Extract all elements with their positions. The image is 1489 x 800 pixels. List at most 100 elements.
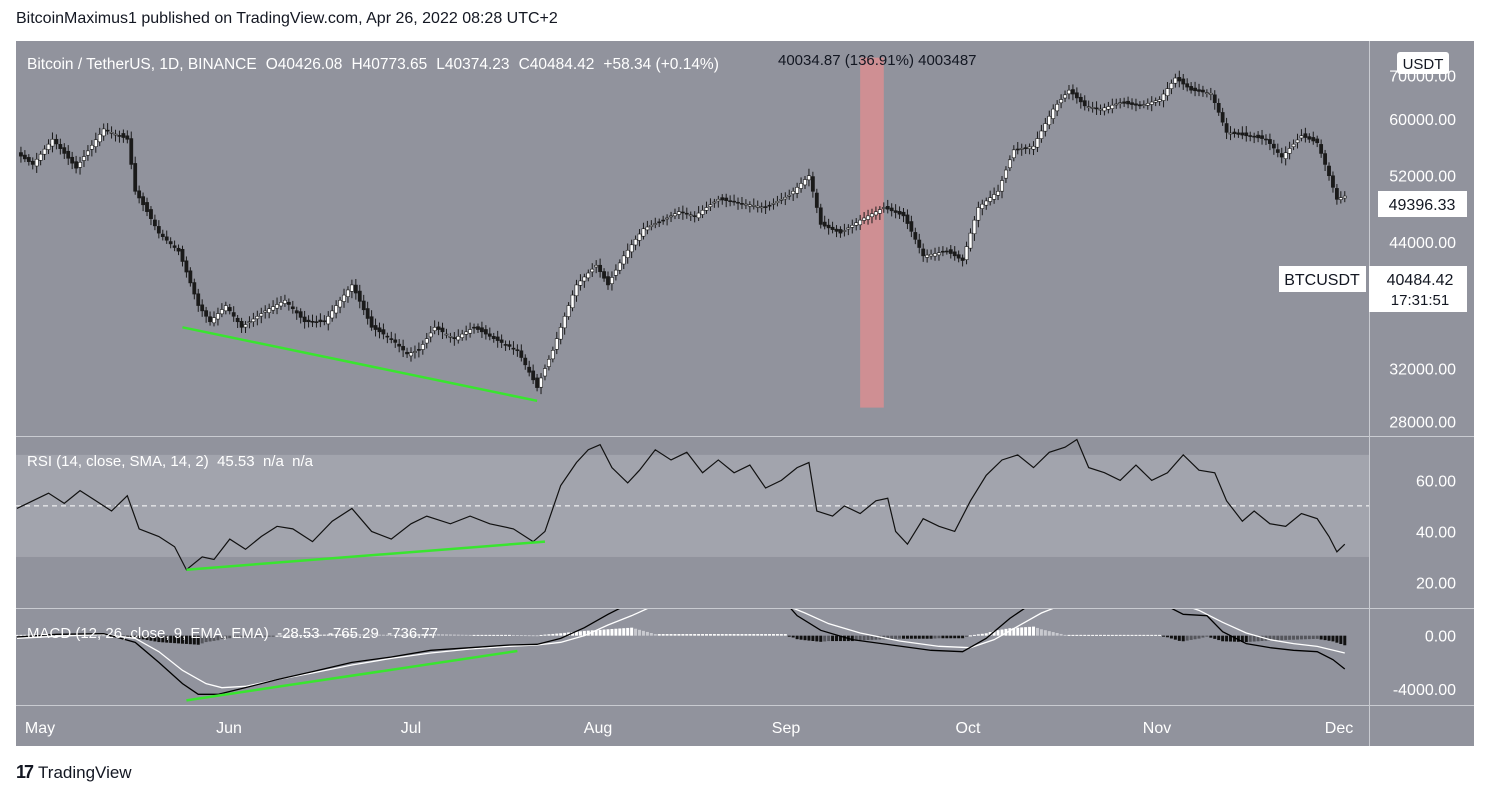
candle-body [74, 161, 79, 169]
candle-body [1303, 133, 1308, 138]
candle [432, 320, 437, 335]
candle-body [905, 214, 910, 224]
candle [1177, 70, 1182, 88]
candle [334, 300, 339, 319]
candle [231, 306, 236, 322]
candle-body [1240, 132, 1245, 136]
candle [1291, 139, 1296, 151]
candle [874, 206, 878, 220]
candle-body [1130, 102, 1134, 105]
candle [1319, 139, 1324, 158]
candle-body [1161, 93, 1166, 101]
candle-body [633, 239, 638, 246]
candle [606, 271, 610, 290]
candle [807, 168, 811, 187]
candle-body [255, 315, 260, 320]
candle [1252, 132, 1257, 144]
candle-body [1185, 83, 1190, 88]
price-axis[interactable] [1369, 41, 1474, 746]
countdown-label: 17:31:51 [1391, 292, 1449, 309]
candle-body [1236, 132, 1241, 135]
candle [200, 299, 205, 317]
macd-histogram-bar [1307, 635, 1311, 640]
candle-body [1039, 130, 1044, 139]
price-pane[interactable] [16, 41, 1369, 436]
candle [1287, 141, 1292, 160]
candle-body [1287, 148, 1292, 154]
candle [164, 230, 169, 244]
candle-body [1059, 99, 1064, 104]
macd-histogram-bar [1280, 635, 1284, 641]
candle-body [78, 162, 82, 168]
candle [669, 211, 673, 223]
macd-histogram-bar [464, 634, 468, 636]
candle-body [700, 209, 705, 215]
macd-histogram-bar [748, 634, 752, 636]
candle [420, 340, 425, 355]
macd-histogram-bar [838, 635, 842, 642]
macd-histogram-bar [1114, 634, 1118, 636]
candle-body [1141, 104, 1146, 106]
candle-body [1094, 107, 1099, 110]
macd-histogram-bar [58, 634, 62, 636]
macd-histogram-bar [720, 634, 724, 636]
macd-histogram-bar [1043, 630, 1047, 636]
candle [322, 315, 327, 326]
candle-body [306, 319, 311, 323]
candle [716, 195, 721, 208]
candle-body [736, 201, 740, 204]
candle-body [353, 284, 358, 294]
candle [267, 303, 272, 319]
macd-histogram-bar [1256, 635, 1260, 642]
macd-histogram-bar [1268, 635, 1272, 641]
main-legend-item: L40374.23 [436, 56, 509, 73]
macd-pane[interactable] [16, 609, 1369, 705]
macd-histogram-bar [980, 633, 984, 636]
candle-body [1335, 188, 1339, 200]
candle [984, 197, 989, 210]
candle-body [86, 150, 90, 156]
candle [562, 312, 567, 335]
candle [1004, 166, 1008, 183]
candle-body [428, 332, 433, 338]
macd-histogram-bar [165, 635, 169, 643]
macd-histogram-bar [1288, 635, 1292, 640]
candle [452, 332, 457, 346]
candle [948, 245, 953, 259]
candle [980, 199, 985, 216]
macd-histogram-bar [500, 634, 504, 636]
candle [566, 302, 571, 320]
candle-body [1264, 138, 1268, 141]
macd-histogram-bar [240, 635, 244, 637]
macd-histogram-bar [641, 630, 645, 636]
candle-body [310, 321, 315, 323]
macd-histogram-bar [1016, 627, 1020, 636]
currency-badge[interactable] [1397, 52, 1449, 74]
time-axis[interactable] [16, 705, 1369, 746]
candle [1039, 124, 1044, 143]
candle-body [826, 224, 831, 229]
candle [440, 322, 445, 339]
candle [495, 330, 500, 348]
candle-body [523, 357, 528, 366]
candle-body [365, 308, 370, 319]
candle-body [184, 260, 189, 273]
macd-histogram-bar [216, 635, 220, 641]
candle-body [822, 221, 827, 227]
macd-histogram-bar [484, 634, 488, 636]
candle-body [480, 327, 484, 333]
candle-body [263, 310, 268, 313]
candle-body [594, 264, 599, 268]
candle [86, 145, 90, 161]
candle [610, 271, 614, 291]
footer: 17 TradingView [16, 762, 132, 783]
macd-histogram-bar [618, 628, 622, 636]
candle [1043, 117, 1048, 137]
macd-histogram-bar [220, 635, 224, 640]
candle [1118, 98, 1123, 109]
price-axis-tick-label: 60000.00 [1389, 112, 1456, 129]
candle [503, 340, 508, 351]
macd-histogram-bar [870, 635, 874, 640]
candle-body [578, 280, 583, 286]
